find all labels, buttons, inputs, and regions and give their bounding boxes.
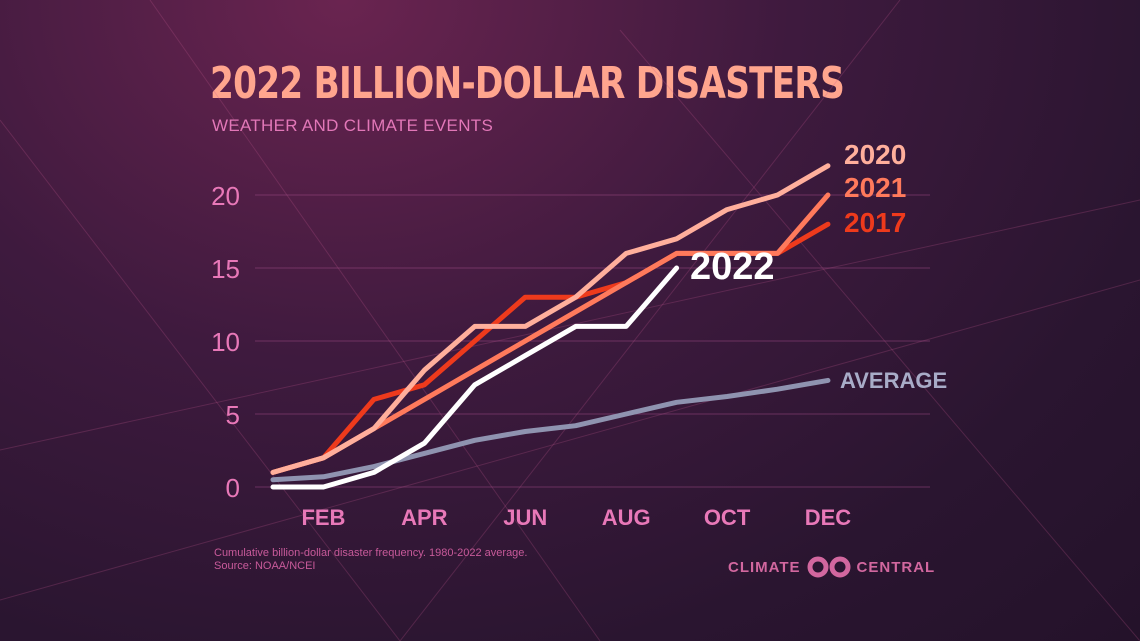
- y-tick-label: 15: [211, 254, 240, 284]
- logo-rings-icon: [807, 556, 851, 578]
- decorative-line: [399, 0, 901, 641]
- source-text: Source: NOAA/NCEI: [214, 560, 316, 572]
- chart-subtitle: WEATHER AND CLIMATE EVENTS: [212, 116, 494, 135]
- x-tick-label: APR: [401, 505, 448, 530]
- x-tick-label: JUN: [503, 505, 547, 530]
- y-tick-label: 0: [226, 473, 240, 503]
- y-tick-label: 10: [211, 327, 240, 357]
- series-line-2020: [270, 163, 831, 475]
- y-tick-label: 20: [211, 181, 240, 211]
- series-label: 2022: [690, 246, 775, 288]
- decorative-line: [0, 279, 1140, 601]
- series-label: 2017: [844, 207, 906, 238]
- decorative-line: [619, 29, 1140, 641]
- series-label: 2021: [844, 172, 906, 203]
- logo-text-right: CENTRAL: [856, 558, 936, 576]
- x-tick-label: OCT: [704, 505, 751, 530]
- climate-central-logo: CLIMATE CENTRAL: [728, 556, 935, 578]
- footnote: Cumulative billion-dollar disaster frequ…: [214, 547, 527, 573]
- decorative-line: [149, 0, 601, 641]
- y-tick-label: 5: [226, 400, 240, 430]
- series-label: 2020: [844, 139, 906, 170]
- chart-title: 2022 BILLION-DOLLAR DISASTERS: [210, 58, 845, 109]
- logo-text-left: CLIMATE: [728, 558, 801, 576]
- series-label: AVERAGE: [840, 368, 947, 393]
- x-tick-label: AUG: [602, 505, 651, 530]
- decorative-line: [0, 119, 401, 641]
- x-tick-label: DEC: [805, 505, 852, 530]
- decorative-line: [0, 199, 1140, 451]
- footnote-text: Cumulative billion-dollar disaster frequ…: [214, 547, 528, 559]
- x-tick-label: FEB: [301, 505, 345, 530]
- series-line-average: [270, 377, 831, 483]
